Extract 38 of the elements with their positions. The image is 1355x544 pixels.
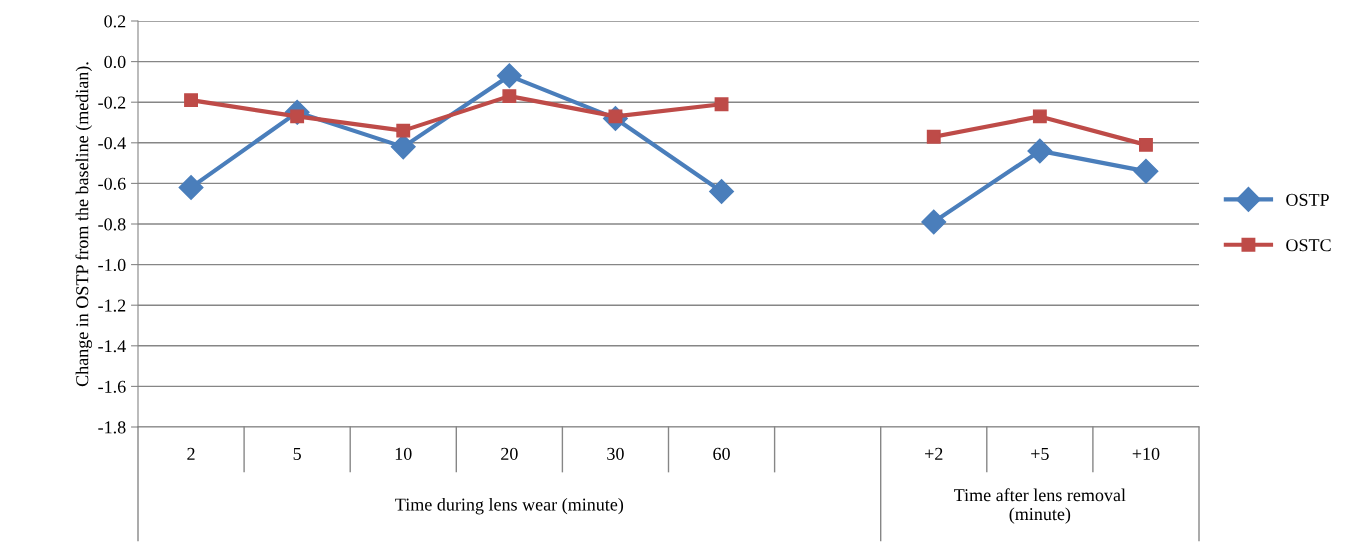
x-tick-label: +2 [925, 447, 943, 460]
y-tick-label: 0.2 [104, 15, 126, 28]
y-tick-label: -1.8 [98, 421, 126, 434]
y-tick-label: -0.6 [98, 177, 126, 190]
point [184, 93, 198, 108]
point [921, 209, 947, 235]
point [1032, 109, 1047, 124]
point [926, 129, 941, 144]
x-tick-label: 30 [607, 447, 624, 460]
point [1133, 158, 1159, 184]
x-tick-label: +10 [1132, 447, 1160, 460]
point [1027, 138, 1053, 164]
point [502, 89, 517, 104]
text: Time after lens removal (minute) [954, 488, 1126, 524]
point [709, 179, 735, 204]
x-tick-label: 2 [187, 447, 195, 460]
legend-label: OSTC [1286, 239, 1331, 252]
y-tick-label: -0.8 [98, 218, 126, 231]
point [714, 97, 729, 112]
y-tick-label: -0.4 [98, 137, 126, 150]
y-tick-label: -1.6 [98, 380, 126, 393]
y-tick-label: -1.0 [98, 258, 126, 272]
x-tick-label: +5 [1031, 447, 1049, 460]
y-tick-label: -1.4 [98, 340, 126, 353]
legend-label: OSTP [1286, 193, 1329, 206]
point [496, 63, 522, 89]
y-tick-label: -1.2 [98, 299, 126, 312]
point [396, 123, 411, 138]
text: Time during lens wear (minute) [395, 497, 624, 515]
x-tick-label: 10 [395, 447, 412, 460]
point [1139, 137, 1153, 152]
x-tick-label: 5 [293, 447, 301, 460]
x-tick-label: 20 [501, 447, 518, 460]
point [178, 174, 204, 200]
y-tick-label: -0.2 [98, 96, 126, 109]
y-axis-title: Change in OSTP from the baseline (median). [75, 62, 93, 387]
x-tick-label: 60 [713, 447, 730, 460]
y-tick-label: 0.0 [104, 55, 126, 69]
